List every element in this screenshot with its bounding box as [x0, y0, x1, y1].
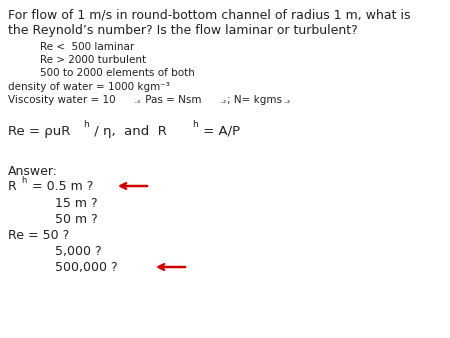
- Text: ⁻²: ⁻²: [219, 99, 226, 108]
- Text: the Reynold’s number? Is the flow laminar or turbulent?: the Reynold’s number? Is the flow lamina…: [8, 24, 358, 37]
- Text: 15 m ?: 15 m ?: [55, 197, 98, 210]
- Text: h: h: [192, 120, 198, 129]
- Text: For flow of 1 m/s in round-bottom channel of radius 1 m, what is: For flow of 1 m/s in round-bottom channe…: [8, 8, 410, 21]
- Text: Pas = Nsm: Pas = Nsm: [142, 95, 202, 105]
- Text: R: R: [8, 180, 17, 193]
- Text: Re = 50 ?: Re = 50 ?: [8, 229, 69, 242]
- Text: Re = ρuR: Re = ρuR: [8, 125, 70, 138]
- Text: 500 to 2000 elements of both: 500 to 2000 elements of both: [40, 68, 195, 78]
- Text: / η,  and  R: / η, and R: [90, 125, 167, 138]
- Text: ; N= kgms: ; N= kgms: [227, 95, 282, 105]
- Text: 5,000 ?: 5,000 ?: [55, 245, 102, 258]
- Text: Answer:: Answer:: [8, 165, 58, 178]
- Text: = 0.5 m ?: = 0.5 m ?: [28, 180, 94, 193]
- Text: Re > 2000 turbulent: Re > 2000 turbulent: [40, 55, 146, 65]
- Text: Viscosity water = 10: Viscosity water = 10: [8, 95, 116, 105]
- Text: ⁻³: ⁻³: [133, 99, 140, 108]
- Text: Re <  500 laminar: Re < 500 laminar: [40, 42, 134, 52]
- Text: 500,000 ?: 500,000 ?: [55, 261, 117, 274]
- Text: = A/P: = A/P: [199, 125, 240, 138]
- Text: h: h: [21, 176, 27, 185]
- Text: h: h: [83, 120, 89, 129]
- Text: ⁻²: ⁻²: [283, 99, 290, 108]
- Text: density of water = 1000 kgm⁻³: density of water = 1000 kgm⁻³: [8, 82, 170, 92]
- Text: 50 m ?: 50 m ?: [55, 213, 98, 226]
